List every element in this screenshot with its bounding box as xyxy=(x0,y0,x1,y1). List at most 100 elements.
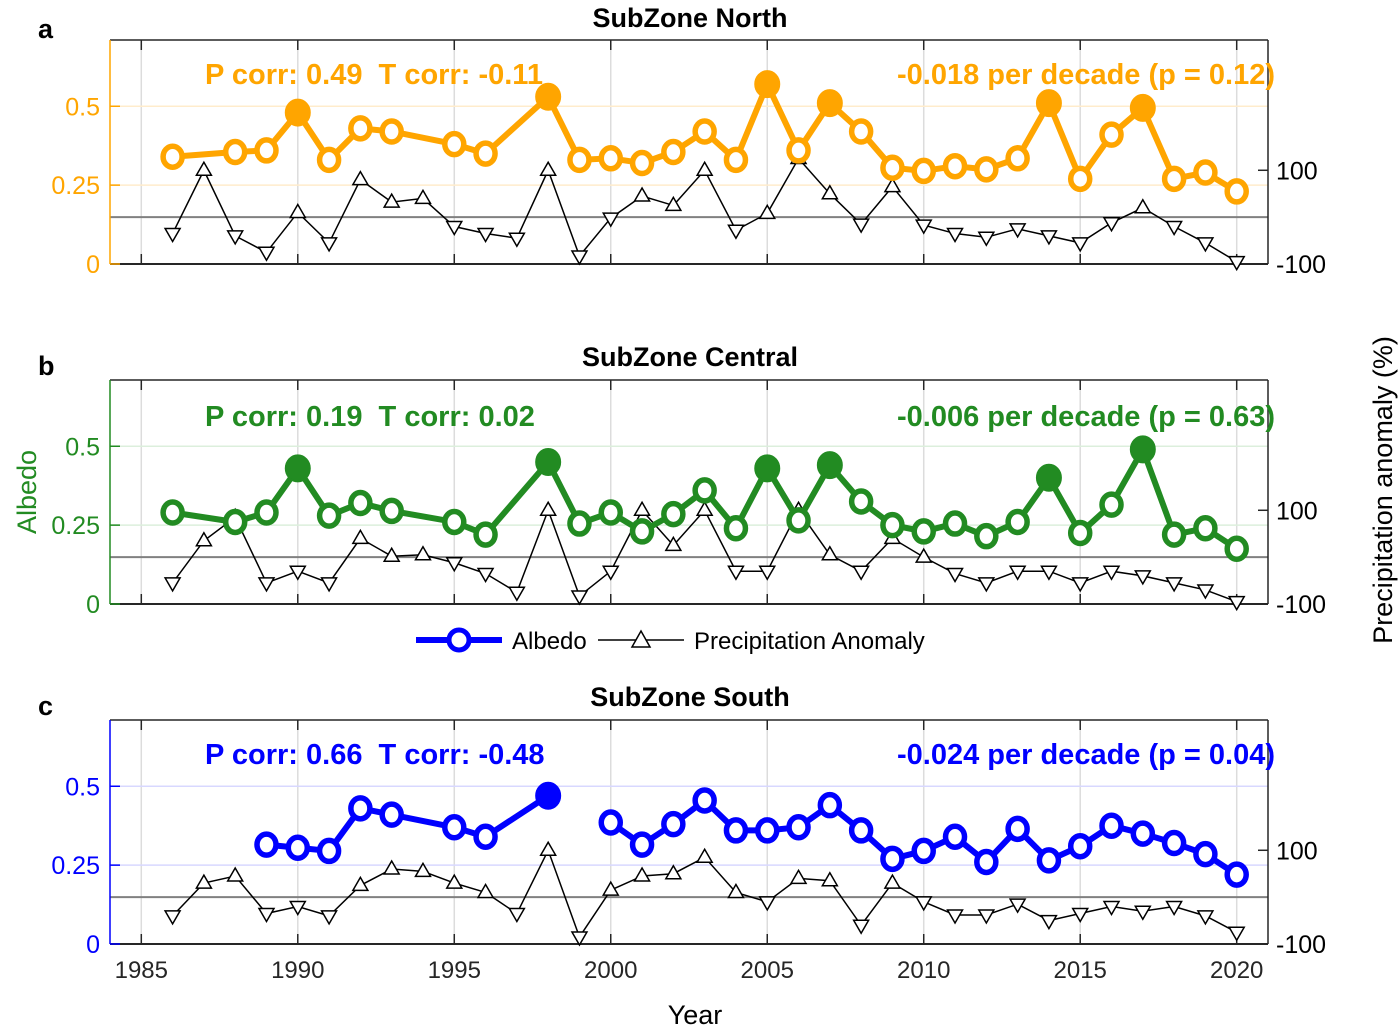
precip-point-up xyxy=(414,188,432,205)
x-tick-label: 2005 xyxy=(741,957,794,984)
precip-point-up xyxy=(601,880,620,896)
albedo-point xyxy=(1067,519,1093,547)
legend: Albedo Precipitation Anomaly xyxy=(416,627,925,655)
albedo-point xyxy=(348,115,373,142)
precip-point-up xyxy=(883,177,902,193)
albedo-point-filled xyxy=(535,781,562,810)
albedo-point xyxy=(629,149,655,177)
precip-point-up xyxy=(664,195,683,212)
albedo-point xyxy=(1130,820,1156,847)
albedo-point xyxy=(160,499,185,526)
albedo-point xyxy=(723,515,749,542)
y2-tick-label: -100 xyxy=(1276,591,1326,619)
precip-point-down xyxy=(946,567,964,584)
precip-point-down xyxy=(570,250,589,266)
precip-point-up xyxy=(226,866,244,882)
albedo-point xyxy=(974,156,999,183)
precip-point-down xyxy=(1102,217,1121,233)
precip-point-down xyxy=(946,227,964,244)
albedo-point xyxy=(942,510,968,537)
albedo-point xyxy=(1005,815,1030,843)
albedo-point xyxy=(629,831,655,858)
albedo-point xyxy=(254,499,279,526)
y-tick-label: 0.25 xyxy=(51,512,100,540)
albedo-point-filled xyxy=(816,451,843,480)
x-axis-label: Year xyxy=(668,1000,723,1029)
albedo-point xyxy=(442,130,467,158)
precip-point-down xyxy=(852,218,870,234)
precip-point-down xyxy=(1196,910,1215,926)
precip-point-down xyxy=(226,230,244,246)
y2-tick-label: 100 xyxy=(1276,497,1318,525)
precip-point-down xyxy=(946,909,964,925)
albedo-point xyxy=(911,157,936,185)
precip-point-down xyxy=(1071,237,1090,253)
y2-tick-label: -100 xyxy=(1276,931,1326,959)
precip-point-down xyxy=(1134,905,1152,921)
precip-point-up xyxy=(445,873,464,889)
albedo-point xyxy=(942,823,968,850)
precip-point-up xyxy=(633,866,651,882)
precip-point-down xyxy=(977,909,996,925)
albedo-point xyxy=(348,489,373,517)
y2-tick-label: 100 xyxy=(1276,837,1318,865)
precip-point-down xyxy=(163,910,182,926)
panel-letter-c: c xyxy=(38,691,53,721)
y-tick-label: 0.5 xyxy=(65,773,100,801)
albedo-point xyxy=(285,834,311,862)
albedo-point xyxy=(598,809,624,836)
precip-point-down xyxy=(601,212,620,228)
albedo-point xyxy=(692,118,717,145)
precip-point-down xyxy=(445,220,464,237)
precip-point-up xyxy=(914,547,933,563)
precip-point-down xyxy=(570,590,589,606)
precip-point-up xyxy=(695,160,714,177)
albedo-point xyxy=(880,511,905,539)
albedo-point xyxy=(254,831,279,858)
corr-annotation-a: P corr: 0.49 T corr: -0.11 xyxy=(205,59,543,91)
precip-point-up xyxy=(288,202,307,219)
precip-point-down xyxy=(508,586,526,602)
precip-point-up xyxy=(1134,198,1152,214)
precip-point-down xyxy=(1227,595,1246,612)
albedo-point-filled xyxy=(816,89,843,118)
precip-point-down xyxy=(1040,565,1058,581)
albedo-point xyxy=(661,138,686,166)
albedo-point xyxy=(222,508,248,536)
precip-point-down xyxy=(1071,907,1090,924)
precip-point-down xyxy=(445,557,464,573)
albedo-point xyxy=(817,791,843,819)
precip-point-down xyxy=(1165,900,1183,917)
precip-point-down xyxy=(288,565,307,581)
y-tick-label: 0.25 xyxy=(51,172,100,200)
panel-b: 0 0.25 0.5 -100 100 xyxy=(51,379,1326,619)
albedo-point xyxy=(1224,861,1249,888)
precip-point-up xyxy=(539,500,557,517)
albedo-point xyxy=(629,518,655,545)
precip-point-up xyxy=(539,160,557,177)
precip-point-up xyxy=(539,840,557,857)
x-tick-label: 2015 xyxy=(1054,957,1107,984)
trend-annotation-c: -0.024 per decade (p = 0.04) xyxy=(897,739,1275,771)
albedo-point xyxy=(1067,165,1093,193)
precip-point-up xyxy=(633,500,651,517)
albedo-point xyxy=(1224,178,1249,205)
albedo-point xyxy=(1161,521,1187,548)
precip-point-down xyxy=(914,896,933,912)
panel-letter-a: a xyxy=(38,14,54,44)
panel-title-a: SubZone North xyxy=(593,3,788,33)
x-tick-label: 2020 xyxy=(1210,957,1263,984)
precip-point-down xyxy=(320,237,338,253)
precip-point-down xyxy=(914,219,933,235)
y-tick-label: 0.5 xyxy=(65,93,100,121)
albedo-point xyxy=(848,118,874,145)
precip-point-up xyxy=(351,875,370,892)
panel-title-c: SubZone South xyxy=(590,682,789,712)
albedo-point xyxy=(848,488,874,515)
precip-point-up xyxy=(195,160,213,177)
precip-point-down xyxy=(977,577,996,593)
precip-point-up xyxy=(727,882,745,899)
precip-point-down xyxy=(320,577,338,593)
albedo-point-filled xyxy=(535,448,562,477)
albedo-point xyxy=(911,518,936,545)
